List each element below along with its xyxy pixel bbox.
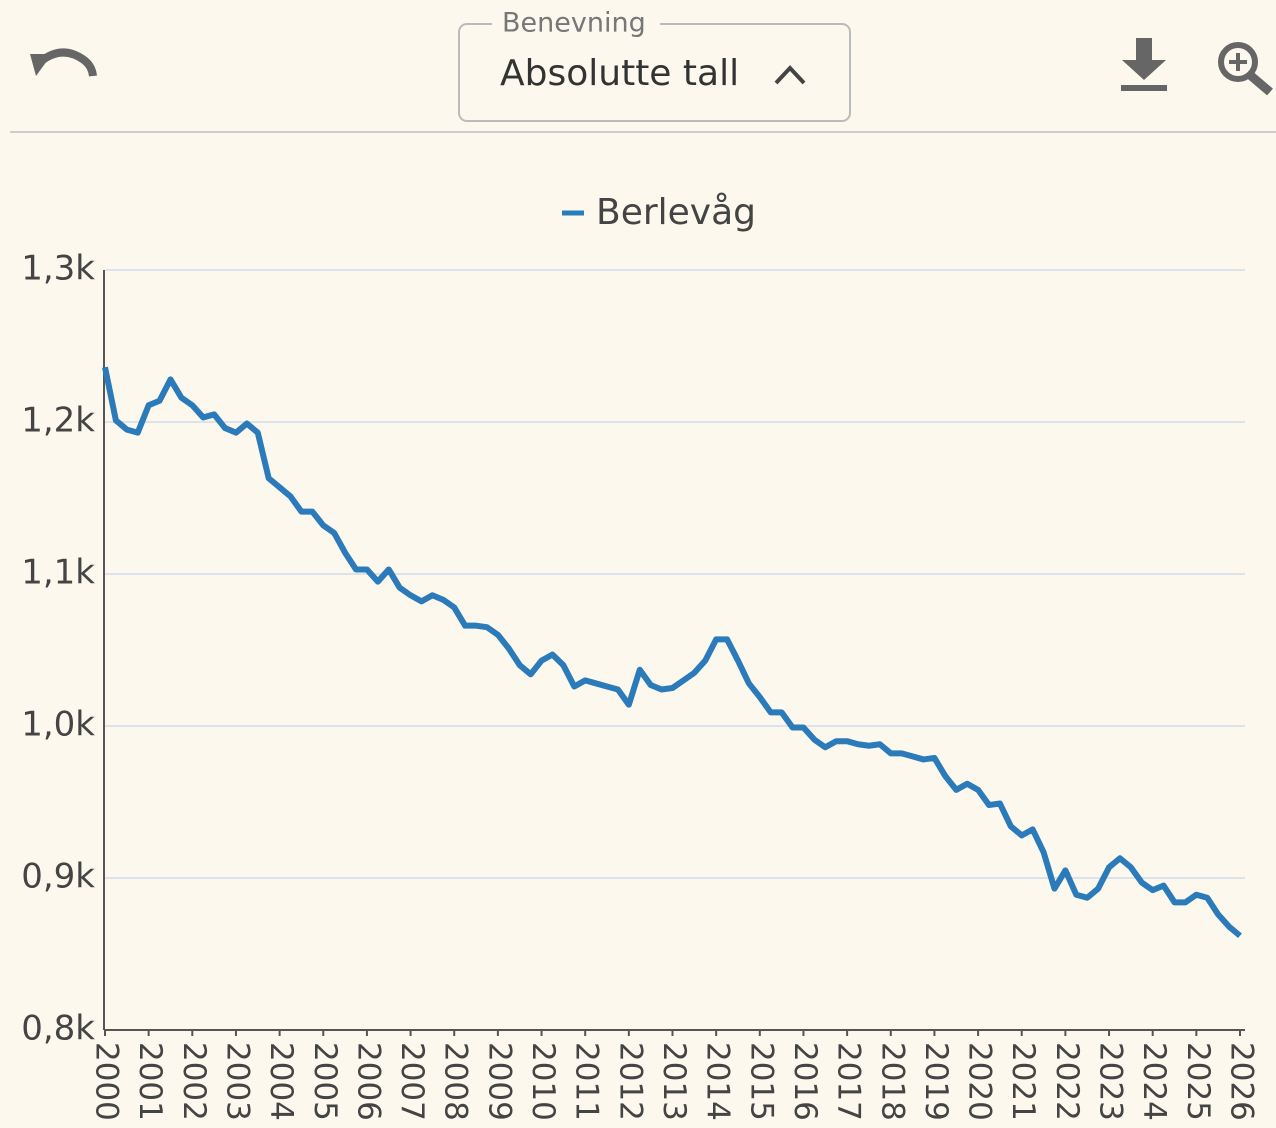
- zoom-plus: [1229, 53, 1247, 71]
- zoom-handle: [1247, 71, 1273, 96]
- x-tick-label: 2004: [263, 1042, 299, 1121]
- x-tick-label: 2025: [1180, 1042, 1216, 1121]
- dropdown-value: Absolutte tall: [500, 53, 739, 94]
- x-tick-label: 2020: [962, 1042, 998, 1121]
- x-tick-label: 2010: [525, 1042, 561, 1121]
- x-tick-label: 2015: [743, 1042, 779, 1121]
- x-tick-label: 2022: [1049, 1042, 1085, 1121]
- y-tick-label: 1,2k: [21, 401, 95, 441]
- x-tick-label: 2009: [481, 1042, 517, 1121]
- x-tick-label: 2017: [831, 1042, 867, 1121]
- undo-arrow: [30, 54, 52, 76]
- undo-button[interactable]: [30, 48, 97, 77]
- label-gap: [492, 14, 660, 34]
- y-tick-label: 1,1k: [21, 553, 95, 593]
- x-tick-label: 2003: [219, 1042, 255, 1121]
- x-tick-label: 2013: [656, 1042, 692, 1121]
- chevron-up: [774, 65, 806, 85]
- x-tick-label: 2016: [787, 1042, 823, 1121]
- download-bar: [1121, 85, 1167, 91]
- x-tick-label: 2006: [350, 1042, 386, 1121]
- x-tick-label: 2014: [700, 1042, 736, 1121]
- download-icon: [1122, 38, 1166, 80]
- download-button[interactable]: [1121, 38, 1167, 91]
- x-tick-label: 2002: [176, 1042, 212, 1121]
- plot: 0,8k 0,9k 1,0k 1,1k 1,2k 1,3k 2000 2001 2002 2003…: [21, 249, 1259, 1121]
- x-tick-label: 2026: [1224, 1042, 1260, 1121]
- x-tick-label: 2007: [394, 1042, 430, 1121]
- x-tick-label: 2018: [874, 1042, 910, 1121]
- series-line: [102, 366, 1242, 939]
- legend-label: Berlevåg: [596, 192, 756, 233]
- zoom-button[interactable]: [1218, 42, 1273, 96]
- y-tick-label: 0,9k: [21, 857, 95, 897]
- x-tick-label: 2000: [89, 1042, 125, 1121]
- dropdown[interactable]: Benevning Absolutte tall: [458, 8, 851, 122]
- x-tick-label: 2021: [1005, 1042, 1041, 1121]
- y-tick-label: 0,8k: [21, 1009, 95, 1049]
- x-tick-label: 2012: [612, 1042, 648, 1121]
- dropdown-label: Benevning: [502, 8, 646, 39]
- x-tick-label: 2005: [307, 1042, 343, 1121]
- x-tick-label: 2001: [132, 1042, 168, 1121]
- x-tick-label: 2024: [1136, 1042, 1172, 1121]
- x-tick-label: 2008: [438, 1042, 474, 1121]
- y-tick-label: 1,0k: [21, 705, 95, 745]
- y-tick-label: 1,3k: [21, 249, 95, 289]
- x-tick-label: 2023: [1093, 1042, 1129, 1121]
- x-tick-label: 2011: [569, 1042, 605, 1121]
- zoom-lens: [1218, 42, 1258, 82]
- undo-icon: [37, 48, 97, 77]
- x-tick-label: 2019: [918, 1042, 954, 1121]
